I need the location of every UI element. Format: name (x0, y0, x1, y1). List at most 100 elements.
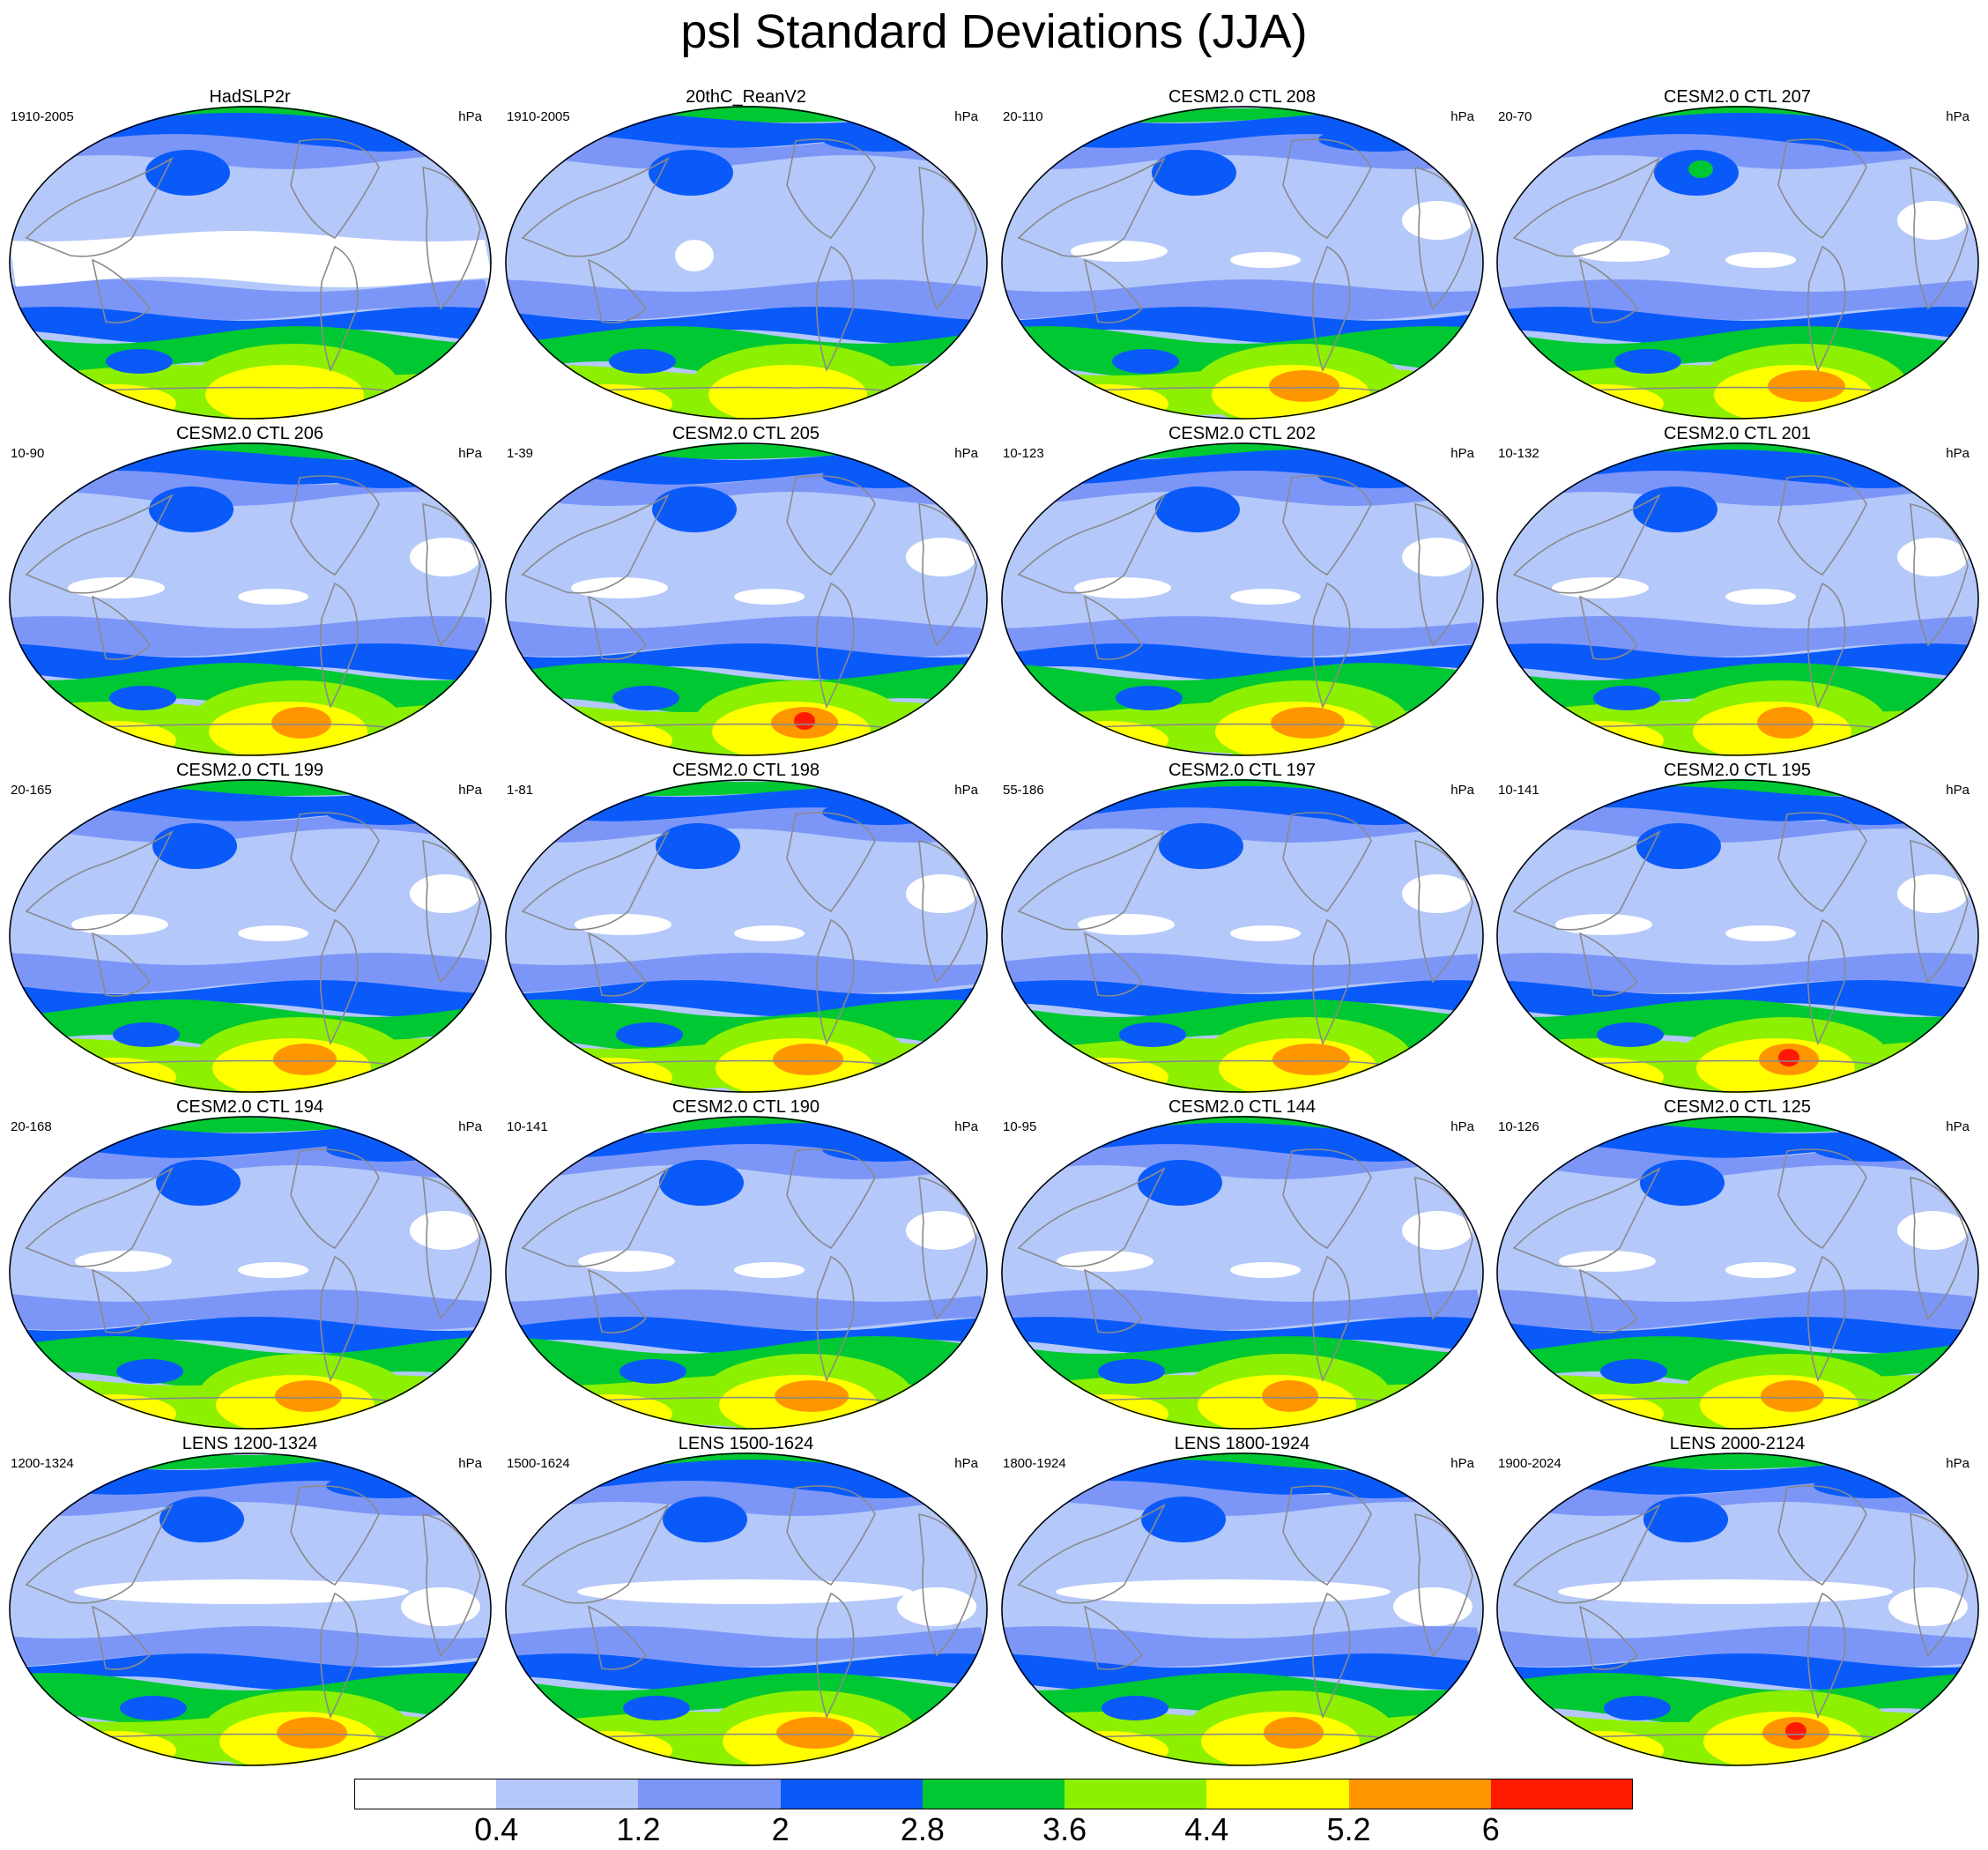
colorbar-swatch (922, 1779, 1065, 1809)
panel-units: hPa (458, 109, 482, 124)
colorbar-tick-label: 2 (771, 1811, 790, 1847)
panel-title: CESM2.0 CTL 207 (1663, 87, 1812, 107)
map-panel: HadSLP2r 1910-2005 hPa (2, 86, 498, 426)
panel-units: hPa (1450, 1456, 1474, 1471)
panel-year-range: 1-81 (507, 783, 534, 798)
panel-units: hPa (1946, 783, 1969, 798)
panel-title: CESM2.0 CTL 190 (671, 1097, 820, 1117)
colorbar-tick-label: 1.2 (616, 1811, 661, 1847)
map-panel: CESM2.0 CTL 202 10-123 hPa (994, 423, 1490, 762)
panel-units: hPa (458, 1456, 482, 1471)
panel-units: hPa (1946, 446, 1969, 461)
panel-units: hPa (1450, 446, 1474, 461)
psl-std-contours (1496, 1453, 1979, 1766)
robinson-map (9, 1116, 492, 1430)
panel-units: hPa (1450, 109, 1474, 124)
panel-title: CESM2.0 CTL 202 (1168, 424, 1317, 443)
robinson-map (1001, 106, 1484, 420)
panel-year-range: 1910-2005 (507, 109, 570, 124)
panel-title: CESM2.0 CTL 206 (175, 424, 324, 443)
panel-year-range: 10-126 (1498, 1119, 1539, 1134)
robinson-map (1001, 779, 1484, 1093)
robinson-map (9, 779, 492, 1093)
colorbar-tick-label: 5.2 (1326, 1811, 1371, 1847)
robinson-map (505, 442, 988, 756)
panel-year-range: 20-168 (11, 1119, 52, 1134)
panel-units: hPa (954, 783, 978, 798)
panel-units: hPa (1946, 1456, 1969, 1471)
psl-std-contours (9, 1116, 492, 1430)
map-panel-grid: HadSLP2r 1910-2005 hPa 20thC_ReanV2 1910-200… (2, 86, 1985, 1766)
panel-title: CESM2.0 CTL 205 (671, 424, 820, 443)
colorbar-frame (354, 1779, 1633, 1809)
panel-year-range: 10-95 (1003, 1119, 1037, 1134)
panel-title: HadSLP2r (209, 87, 291, 107)
panel-year-range: 20-70 (1498, 109, 1532, 124)
map-panel: CESM2.0 CTL 208 20-110 hPa (994, 86, 1490, 426)
colorbar-swatch (354, 1779, 497, 1809)
colorbar-swatch (1490, 1779, 1634, 1809)
colorbar-swatch (1348, 1779, 1492, 1809)
panel-year-range: 10-141 (507, 1119, 548, 1134)
panel-units: hPa (954, 446, 978, 461)
map-panel: CESM2.0 CTL 190 10-141 hPa (498, 1096, 994, 1436)
figure-title: psl Standard Deviations (JJA) (680, 5, 1308, 58)
panel-year-range: 20-165 (11, 783, 52, 798)
panel-title: LENS 1500-1624 (678, 1434, 814, 1453)
panel-year-range: 10-123 (1003, 446, 1044, 461)
colorbar-tick-label: 4.4 (1184, 1811, 1229, 1847)
panel-title: CESM2.0 CTL 197 (1168, 761, 1317, 780)
psl-std-contours (1496, 106, 1979, 420)
map-panel: LENS 1800-1924 1800-1924 hPa (994, 1433, 1490, 1772)
map-panel: CESM2.0 CTL 195 10-141 hPa (1489, 760, 1985, 1099)
robinson-map (9, 442, 492, 756)
map-panel: LENS 2000-2124 1900-2024 hPa (1489, 1433, 1985, 1772)
panel-year-range: 10-90 (11, 446, 45, 461)
colorbar-swatch (1064, 1779, 1207, 1809)
colorbar (354, 1779, 1634, 1809)
map-panel: CESM2.0 CTL 199 20-165 hPa (2, 760, 498, 1099)
map-panel: LENS 1200-1324 1200-1324 hPa (2, 1433, 498, 1772)
map-panel: CESM2.0 CTL 206 10-90 hPa (2, 423, 498, 762)
map-panel: CESM2.0 CTL 197 55-186 hPa (994, 760, 1490, 1099)
robinson-map (1496, 1116, 1979, 1430)
panel-year-range: 1200-1324 (11, 1456, 74, 1471)
robinson-map (1496, 779, 1979, 1093)
psl-std-contours (1001, 1453, 1484, 1766)
robinson-map (1496, 442, 1979, 756)
psl-std-contours (505, 1453, 988, 1766)
psl-std-contours (1496, 779, 1979, 1093)
panel-units: hPa (458, 1119, 482, 1134)
colorbar-tick-label: 6 (1481, 1811, 1500, 1847)
map-panel: CESM2.0 CTL 198 1-81 hPa (498, 760, 994, 1099)
colorbar-tick-label: 3.6 (1042, 1811, 1087, 1847)
robinson-map (1496, 1453, 1979, 1766)
psl-std-contours (9, 106, 492, 420)
robinson-map (505, 1116, 988, 1430)
panel-title: CESM2.0 CTL 199 (175, 761, 324, 780)
psl-std-contours (505, 1116, 988, 1430)
panel-title: LENS 1200-1324 (182, 1434, 318, 1453)
psl-std-contours (505, 106, 988, 420)
panel-year-range: 10-141 (1498, 783, 1539, 798)
map-panel: CESM2.0 CTL 205 1-39 hPa (498, 423, 994, 762)
panel-title: LENS 1800-1924 (1174, 1434, 1310, 1453)
colorbar-swatch (780, 1779, 924, 1809)
panel-title: CESM2.0 CTL 208 (1168, 87, 1317, 107)
panel-units: hPa (1450, 783, 1474, 798)
panel-year-range: 1500-1624 (507, 1456, 570, 1471)
colorbar-swatch (638, 1779, 782, 1809)
robinson-map (9, 1453, 492, 1766)
panel-title: CESM2.0 CTL 144 (1168, 1097, 1317, 1117)
robinson-map (1001, 1453, 1484, 1766)
panel-year-range: 10-132 (1498, 446, 1539, 461)
colorbar-tick-label: 0.4 (474, 1811, 519, 1847)
robinson-map (505, 779, 988, 1093)
panel-units: hPa (1450, 1119, 1474, 1134)
panel-title: 20thC_ReanV2 (686, 87, 806, 107)
psl-std-contours (9, 442, 492, 756)
panel-title: LENS 2000-2124 (1669, 1434, 1806, 1453)
panel-year-range: 1910-2005 (11, 109, 74, 124)
colorbar-swatch (496, 1779, 639, 1809)
panel-year-range: 1800-1924 (1003, 1456, 1066, 1471)
